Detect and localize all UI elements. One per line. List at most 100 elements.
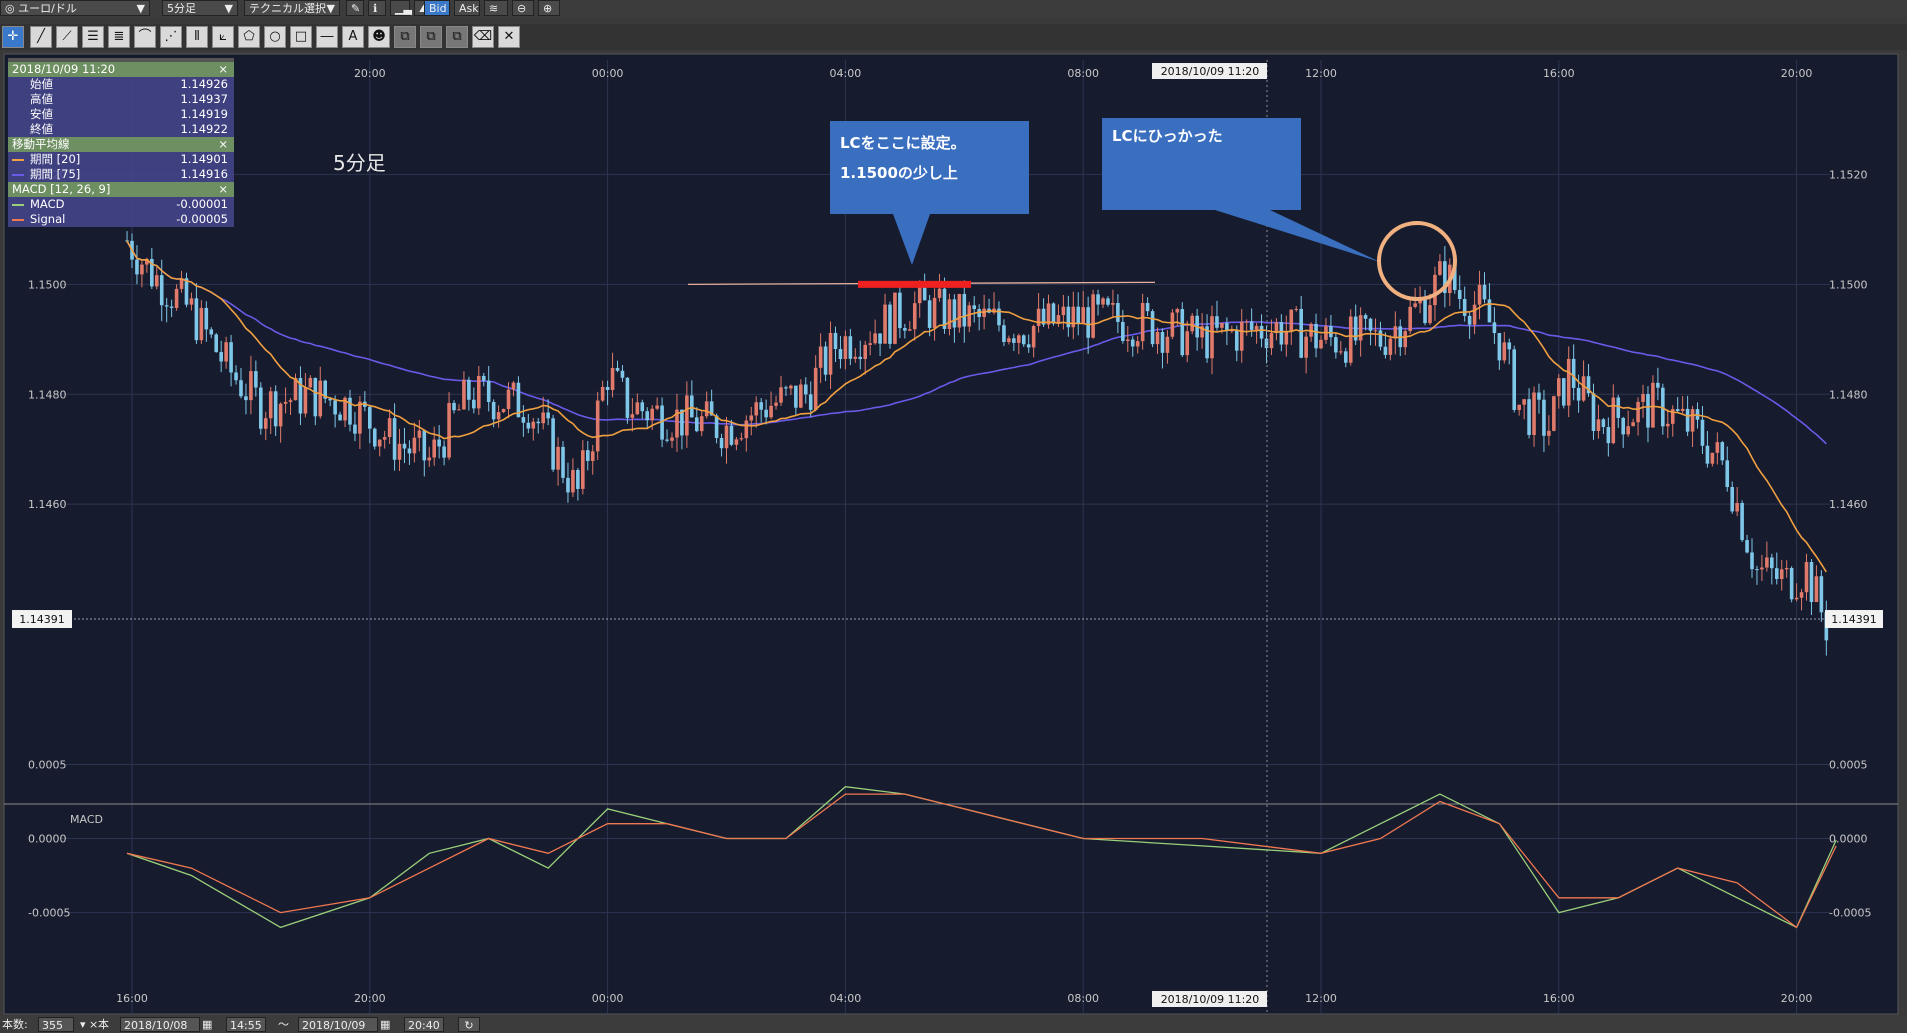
crosshair-icon[interactable]: ✛ [2, 26, 24, 48]
candle-body [353, 424, 357, 434]
candle-body [1299, 308, 1303, 358]
x-tick-label-bottom: 04:00 [830, 992, 862, 1005]
ohlc-value: 1.14919 [180, 107, 228, 121]
candle-body [150, 258, 154, 287]
calendar-icon[interactable]: ▦ [380, 1018, 391, 1031]
chart-area[interactable]: 5分足 1.14391 1.14391 2018/10/09 11:20 2018/10… [0, 52, 1907, 1016]
candle-body [1046, 303, 1051, 325]
candle-body [501, 409, 506, 413]
candle-body [476, 375, 481, 409]
ohlc-label: 高値 [30, 92, 53, 106]
candle-body [1591, 393, 1596, 431]
ma-label: 期間 [75] [30, 167, 81, 181]
calendar-icon[interactable]: ▦ [202, 1018, 213, 1031]
chevron-down-icon: ▼ [136, 2, 145, 15]
paste-icon[interactable]: ⧉ [420, 26, 442, 48]
candle-body [1586, 376, 1591, 394]
from-date-input[interactable]: 2018/10/08 [120, 1017, 200, 1032]
candle-body [1819, 576, 1824, 613]
zoom-out-icon[interactable]: ⊖ [512, 0, 534, 16]
candle-body [1353, 316, 1358, 341]
trendline-icon[interactable]: ╱ [30, 26, 52, 48]
candle-body [1626, 426, 1630, 435]
to-time-input[interactable]: 20:40 [404, 1017, 444, 1032]
stepper-icon[interactable]: ▾ × [80, 1018, 99, 1031]
candle-body [467, 379, 471, 400]
channel-icon[interactable]: ≣ [108, 26, 130, 48]
fib-arc-icon[interactable]: ⌒ [134, 26, 156, 48]
info-icon[interactable]: ℹ [368, 0, 386, 16]
candle-body [1012, 338, 1016, 343]
compare-icon[interactable]: ≋ [484, 0, 508, 16]
technical-select[interactable]: テクニカル選択 ▼ [244, 0, 340, 16]
zoom-in-icon[interactable]: ⊕ [538, 0, 560, 16]
ray-icon[interactable]: ⟋ [56, 26, 78, 48]
candle-body [1770, 557, 1774, 569]
candle-body [799, 384, 803, 408]
candle-body [784, 387, 788, 389]
pen-icon[interactable]: ✎ [346, 0, 364, 16]
close-icon[interactable]: × [218, 137, 228, 151]
close-icon[interactable]: × [218, 62, 228, 76]
eraser-all-icon[interactable]: ✕ [498, 26, 520, 48]
rectangle-icon[interactable]: □ [290, 26, 312, 48]
candle-body [675, 409, 679, 438]
stamp-icon[interactable]: ☻ [368, 26, 390, 48]
count-input[interactable]: 355 [38, 1017, 74, 1032]
reload-icon[interactable]: ↻ [458, 1017, 480, 1032]
ask-button[interactable]: Ask [454, 0, 480, 16]
bid-button[interactable]: Bid [424, 0, 450, 16]
close-icon[interactable]: × [218, 182, 228, 196]
candle-body [1462, 299, 1467, 316]
candle-body [1606, 427, 1611, 444]
candle-body [660, 405, 664, 440]
candle-body [1185, 331, 1190, 356]
candle-body [472, 399, 476, 409]
eraser-icon[interactable]: ⌫ [472, 26, 494, 48]
candle-body [848, 336, 853, 359]
text-icon[interactable]: A [342, 26, 364, 48]
vlines-icon[interactable]: ⦀ [186, 26, 208, 48]
candle-body [912, 303, 917, 330]
candle-body [1641, 394, 1645, 402]
legend-swatch [12, 174, 24, 176]
candle-body [1116, 302, 1120, 322]
candle-body [888, 304, 892, 344]
candle-body [1155, 331, 1160, 345]
chart-title: 5分足 [333, 151, 386, 175]
gann-icon[interactable]: ⟀ [212, 26, 234, 48]
ohlc-info-panel[interactable]: 2018/10/09 11:20 × 始値 1.14926 高値 1.14937 安値 1.… [8, 58, 234, 227]
cut-icon[interactable]: ⧉ [446, 26, 468, 48]
candle-body [1710, 452, 1715, 464]
circle-icon[interactable]: ○ [264, 26, 286, 48]
horizontal-line-icon[interactable]: ― [316, 26, 338, 48]
candle-body [853, 356, 858, 359]
timeframe-select[interactable]: 5分足 ▼ [162, 0, 238, 16]
candle-body [1537, 392, 1541, 400]
candle-body [1373, 330, 1378, 332]
symbol-select[interactable]: ◎ ユーロ/ドル ▼ [0, 0, 150, 16]
candle-body [605, 386, 610, 391]
candle-body [318, 380, 323, 417]
ma-value: 1.14901 [180, 152, 228, 166]
candle-body [1378, 330, 1383, 347]
chart-type-icon[interactable]: ▁▃ [390, 0, 412, 16]
candle-body [1051, 303, 1056, 324]
pentagon-icon[interactable]: ⬠ [238, 26, 260, 48]
macd-series-signal-line [126, 793, 1837, 929]
copy-icon[interactable]: ⧉ [394, 26, 416, 48]
from-time-input[interactable]: 14:55 [226, 1017, 266, 1032]
candle-body [496, 412, 501, 420]
crosshair-time-box [1152, 63, 1267, 79]
candle-body [1061, 306, 1066, 316]
to-date-input[interactable]: 2018/10/09 [298, 1017, 378, 1032]
fan-icon[interactable]: ⋰ [160, 26, 182, 48]
drag-handle[interactable] [8, 58, 234, 62]
candle-body [1532, 392, 1536, 435]
candle-body [1101, 298, 1105, 305]
candle-body [1750, 552, 1754, 570]
candle-body [358, 401, 362, 434]
candle-body [1814, 576, 1819, 603]
candle-body [536, 421, 541, 424]
hlines-icon[interactable]: ☰ [82, 26, 104, 48]
